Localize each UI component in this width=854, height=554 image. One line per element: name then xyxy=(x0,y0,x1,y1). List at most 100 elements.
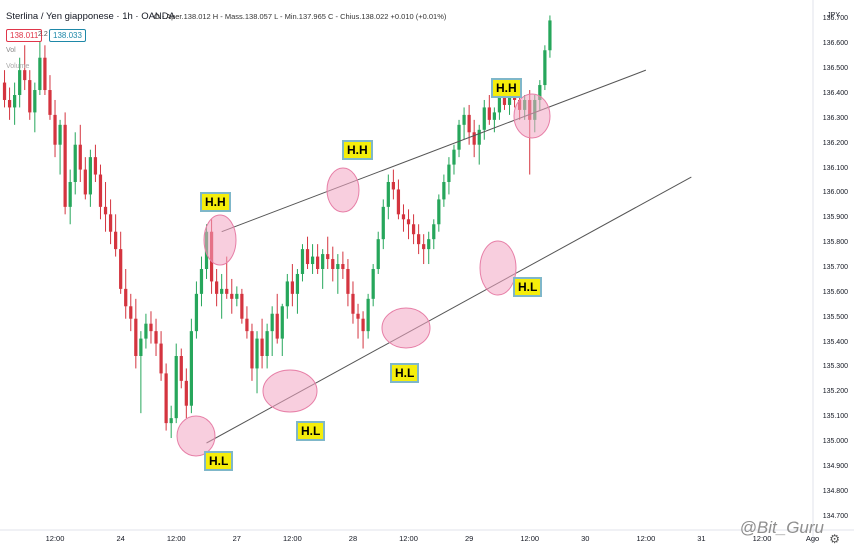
candle-body xyxy=(255,338,259,369)
candle-body xyxy=(23,70,27,81)
candle-body xyxy=(68,182,72,207)
candle-body xyxy=(93,157,98,175)
candle-body xyxy=(427,239,431,250)
pattern-label: H.H xyxy=(200,192,231,212)
candle-body xyxy=(124,288,128,307)
vol-label: Vol xyxy=(6,47,16,54)
candle-body xyxy=(472,132,476,145)
channel-line-upper xyxy=(221,69,647,233)
time-tick-label: 29 xyxy=(464,534,474,543)
time-tick-label: Ago xyxy=(805,534,820,543)
candle-body xyxy=(83,169,87,195)
price-tick-label: 136.300 xyxy=(822,114,848,122)
bid-price[interactable]: 138.011 xyxy=(6,29,43,42)
pattern-label: H.L xyxy=(204,451,234,471)
price-tick-label: 134.800 xyxy=(822,487,848,495)
time-tick-label: 12:00 xyxy=(166,534,186,543)
candle-body xyxy=(58,124,62,145)
candle-body xyxy=(225,288,229,294)
swing-highlight xyxy=(176,415,216,457)
candle-body xyxy=(290,281,294,294)
time-tick-label: 31 xyxy=(697,534,706,543)
candle-body xyxy=(98,174,103,207)
swing-highlight xyxy=(479,240,517,296)
candle-body xyxy=(316,256,320,269)
candle-body xyxy=(452,149,456,165)
candle-body xyxy=(144,323,148,339)
ohlc-readout: O - Aper.138.012 H - Mass.138.057 L - Mi… xyxy=(154,12,447,21)
price-tick-label: 135.700 xyxy=(822,264,848,271)
candle-body xyxy=(331,259,335,269)
price-tick-label: 136.100 xyxy=(822,164,848,172)
candle-body xyxy=(63,124,67,207)
price-tick-label: 135.000 xyxy=(822,438,848,445)
candle-body xyxy=(543,50,547,86)
candle-body xyxy=(245,318,249,332)
candle-body xyxy=(280,306,284,339)
candle-body xyxy=(149,323,153,332)
time-tick-label: 12:00 xyxy=(282,534,302,543)
candle-body xyxy=(417,234,421,245)
symbol-title: Sterlina / Yen giapponese · 1h · OANDA xyxy=(6,11,175,22)
candle-body xyxy=(477,129,481,145)
candle-body xyxy=(230,293,234,299)
candle-body xyxy=(48,90,52,115)
candle-body xyxy=(103,206,108,215)
price-tick-label: 135.200 xyxy=(822,388,848,396)
price-tick-label: 135.300 xyxy=(822,363,848,371)
candle-body xyxy=(437,199,441,225)
price-tick-label: 135.800 xyxy=(822,239,848,247)
candle-body xyxy=(401,214,406,220)
candle-body xyxy=(194,293,199,332)
pattern-label: H.L xyxy=(513,277,543,297)
time-tick-label: 12:00 xyxy=(45,534,65,543)
candle-body xyxy=(265,331,269,356)
candle-body xyxy=(351,293,355,314)
candle-body xyxy=(442,182,446,200)
candle-body xyxy=(300,249,305,274)
candle-body xyxy=(13,95,17,108)
price-tick-label: 136.200 xyxy=(822,139,848,147)
candle-body xyxy=(422,244,426,250)
candle-body xyxy=(548,20,552,51)
candle-body xyxy=(321,254,325,269)
candle-body xyxy=(467,114,471,133)
price-tick-label: 136.600 xyxy=(822,40,848,48)
candle-body xyxy=(240,293,244,319)
candle-body xyxy=(108,214,113,232)
candle-body xyxy=(482,107,486,130)
price-tick-label: 134.900 xyxy=(822,462,848,470)
price-tick-label: 136.500 xyxy=(822,65,848,73)
candle-body xyxy=(179,356,183,381)
time-tick-label: 12:00 xyxy=(520,534,540,543)
price-tick-label: 136.700 xyxy=(822,15,848,23)
settings-icon[interactable]: ⚙ xyxy=(829,532,840,546)
candle-body xyxy=(114,231,118,250)
ask-price[interactable]: 138.033 xyxy=(49,29,86,42)
candle-body xyxy=(270,313,274,332)
pattern-label: H.H xyxy=(342,140,373,160)
price-tick-label: 134.700 xyxy=(822,512,848,520)
candle-body xyxy=(154,331,158,344)
candle-body xyxy=(275,313,279,339)
candle-body xyxy=(462,114,466,125)
candle-body xyxy=(129,306,133,319)
candle-body xyxy=(487,107,491,120)
volume-label: Volume xyxy=(6,63,30,70)
candle-body xyxy=(7,99,12,108)
swing-highlight xyxy=(203,214,237,266)
candle-body xyxy=(260,338,264,356)
time-tick-label: 12:00 xyxy=(399,534,418,543)
candle-body xyxy=(396,189,401,215)
candle-body xyxy=(159,343,163,374)
candle-body xyxy=(33,90,37,113)
candle-body xyxy=(53,114,57,145)
watermark: @Bit_Guru xyxy=(739,518,824,537)
candle-body xyxy=(361,318,365,332)
candle-body xyxy=(371,269,375,299)
price-tick-label: 135.500 xyxy=(822,313,848,321)
time-tick-label: 12:00 xyxy=(636,534,656,543)
candle-body xyxy=(2,82,7,100)
